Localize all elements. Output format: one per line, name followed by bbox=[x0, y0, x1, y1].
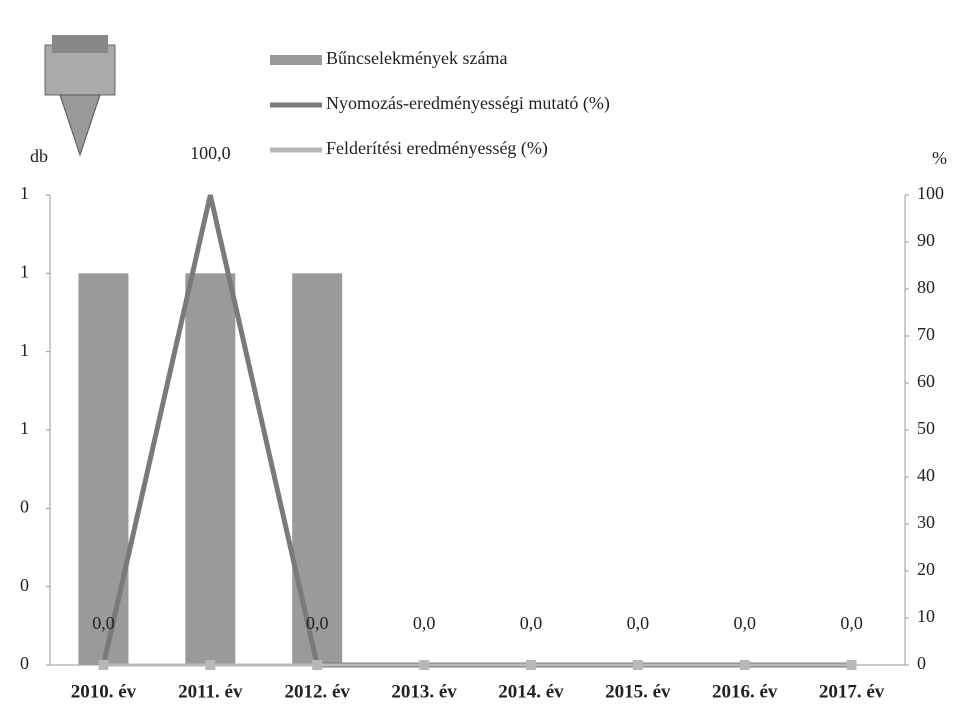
x-tick-label: 2016. év bbox=[712, 681, 778, 702]
y-tick-label: 0 bbox=[20, 496, 29, 516]
bar bbox=[185, 273, 236, 665]
legend-label: Felderítési eredményesség (%) bbox=[326, 138, 548, 159]
x-tick-label: 2015. év bbox=[605, 681, 671, 702]
y2-tick-label: 80 bbox=[917, 277, 935, 297]
y2-axis-title: % bbox=[932, 148, 947, 168]
y-tick-label: 0 bbox=[20, 653, 29, 673]
y2-tick-label: 30 bbox=[917, 512, 935, 532]
data-label: 100,0 bbox=[190, 143, 231, 163]
marker bbox=[312, 660, 323, 670]
y2-tick-label: 50 bbox=[917, 418, 935, 438]
legend-label: Nyomozás-eredményességi mutató (%) bbox=[326, 93, 610, 114]
y-tick-label: 1 bbox=[20, 418, 29, 438]
y2-tick-label: 70 bbox=[917, 324, 935, 344]
marker bbox=[98, 660, 109, 670]
y-tick-label: 1 bbox=[20, 340, 29, 360]
x-tick-label: 2012. év bbox=[284, 681, 350, 702]
y-axis-title: db bbox=[30, 146, 48, 166]
x-tick-label: 2010. év bbox=[71, 681, 137, 702]
data-label: 0,0 bbox=[627, 613, 650, 633]
marker bbox=[525, 660, 536, 670]
bar bbox=[78, 273, 129, 665]
y2-tick-label: 100 bbox=[917, 183, 944, 203]
data-label: 0,0 bbox=[413, 613, 436, 633]
data-label: 0,0 bbox=[520, 613, 543, 633]
x-tick-label: 2013. év bbox=[391, 681, 457, 702]
marker bbox=[205, 660, 216, 670]
marker bbox=[419, 660, 430, 670]
data-label: 0,0 bbox=[733, 613, 756, 633]
data-label: 0,0 bbox=[92, 613, 115, 633]
y2-tick-label: 0 bbox=[917, 653, 926, 673]
y2-tick-label: 10 bbox=[917, 606, 935, 626]
x-tick-label: 2011. év bbox=[178, 681, 243, 702]
marker bbox=[739, 660, 750, 670]
y-tick-label: 1 bbox=[20, 261, 29, 281]
marker bbox=[846, 660, 857, 670]
marker bbox=[632, 660, 643, 670]
bar bbox=[292, 273, 343, 665]
y2-tick-label: 90 bbox=[917, 230, 935, 250]
logo bbox=[44, 35, 116, 157]
data-label: 0,0 bbox=[306, 613, 329, 633]
legend-swatch bbox=[270, 55, 322, 65]
y2-tick-label: 40 bbox=[917, 465, 935, 485]
legend-label: Bűncselekmények száma bbox=[326, 48, 507, 68]
x-tick-label: 2017. év bbox=[819, 681, 885, 702]
y-tick-label: 0 bbox=[20, 575, 29, 595]
data-label: 0,0 bbox=[840, 613, 863, 633]
y2-tick-label: 60 bbox=[917, 371, 935, 391]
y2-tick-label: 20 bbox=[917, 559, 935, 579]
y-tick-label: 1 bbox=[20, 183, 29, 203]
x-tick-label: 2014. év bbox=[498, 681, 564, 702]
